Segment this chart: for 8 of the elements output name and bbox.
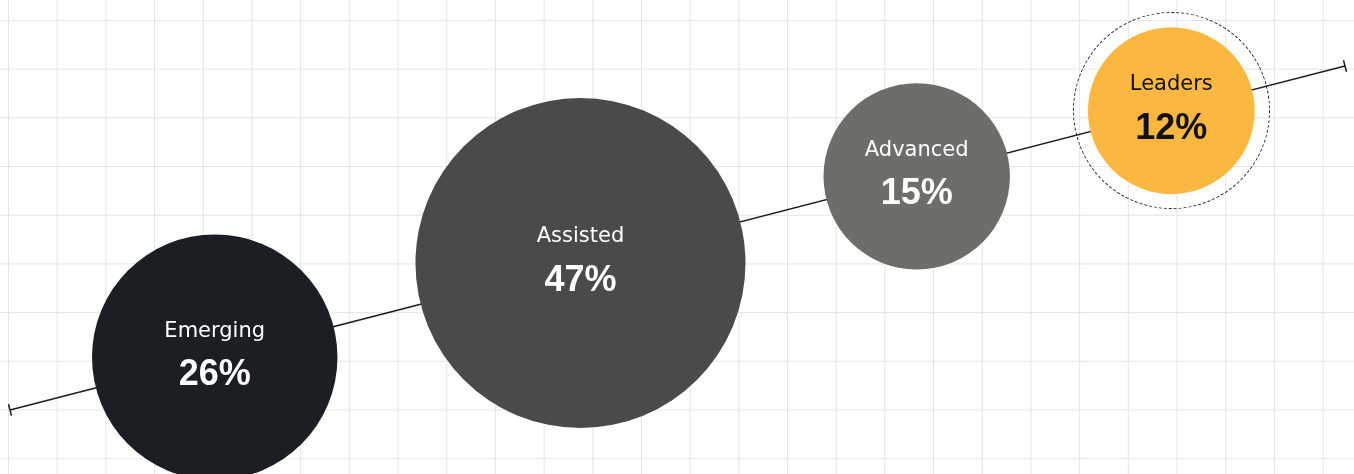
category-label: Emerging: [164, 317, 266, 342]
category-label: Assisted: [536, 223, 625, 248]
data-label: 12%: [1135, 105, 1208, 147]
data-label: 15%: [880, 171, 953, 213]
category-label: Advanced: [864, 136, 969, 161]
category-label: Leaders: [1129, 71, 1213, 96]
data-label: 26%: [178, 352, 251, 394]
data-label: 47%: [544, 257, 617, 299]
